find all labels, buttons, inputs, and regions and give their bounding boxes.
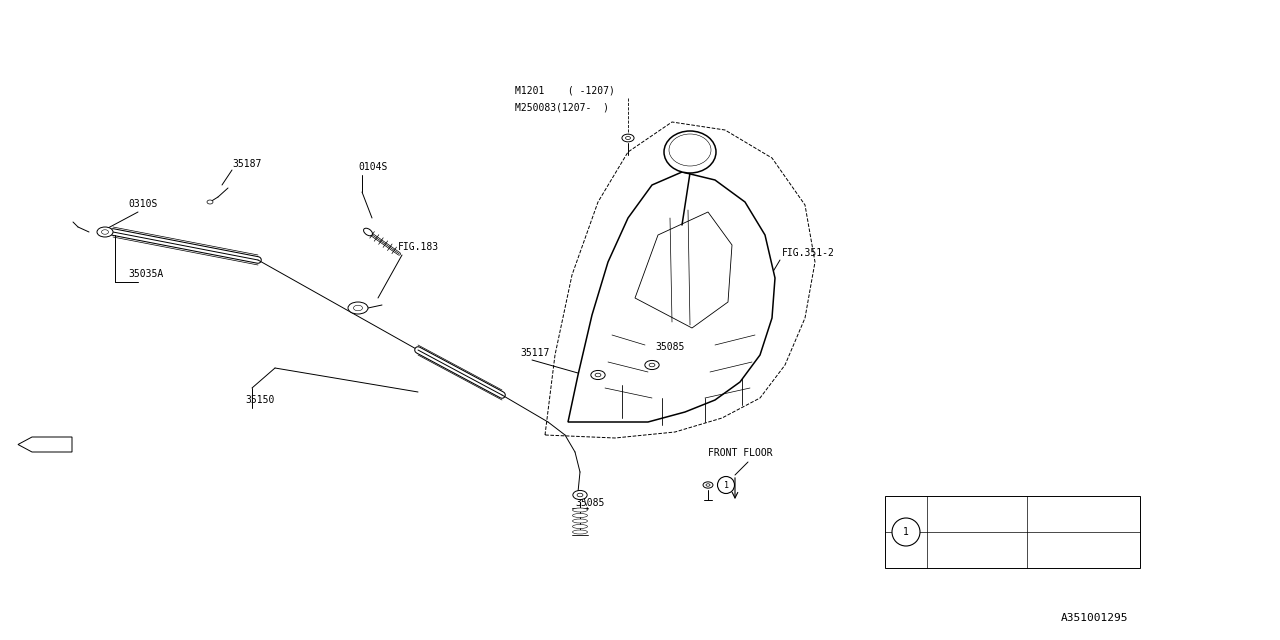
Text: < -1209>: < -1209> — [1033, 509, 1080, 519]
Ellipse shape — [573, 490, 588, 500]
Circle shape — [892, 518, 920, 546]
Ellipse shape — [572, 530, 588, 534]
Ellipse shape — [364, 228, 372, 236]
Text: 35035A: 35035A — [128, 269, 164, 279]
Ellipse shape — [591, 371, 605, 380]
Text: 1: 1 — [723, 481, 728, 490]
Text: M250083(1207-  ): M250083(1207- ) — [515, 102, 609, 112]
Text: FIG.351-2: FIG.351-2 — [782, 248, 835, 258]
Text: FRONT FLOOR: FRONT FLOOR — [708, 448, 773, 458]
Ellipse shape — [622, 134, 634, 142]
Ellipse shape — [101, 230, 109, 234]
Ellipse shape — [595, 373, 600, 377]
Circle shape — [718, 477, 735, 493]
Ellipse shape — [649, 364, 655, 367]
Ellipse shape — [572, 513, 588, 518]
Ellipse shape — [572, 519, 588, 523]
Text: 35150: 35150 — [244, 395, 274, 405]
Bar — [884, 496, 1140, 568]
Text: W410038: W410038 — [933, 509, 974, 519]
Ellipse shape — [664, 131, 716, 173]
Text: 1: 1 — [904, 527, 909, 537]
Ellipse shape — [353, 305, 362, 311]
Text: M1201    ( -1207): M1201 ( -1207) — [515, 85, 614, 95]
Text: 0104S: 0104S — [358, 162, 388, 172]
Ellipse shape — [572, 525, 588, 529]
Ellipse shape — [626, 136, 631, 140]
Text: 35117: 35117 — [520, 348, 549, 358]
Ellipse shape — [572, 508, 588, 512]
Text: FIG.183: FIG.183 — [398, 242, 439, 252]
Polygon shape — [635, 212, 732, 328]
Text: W410045: W410045 — [933, 545, 974, 555]
Polygon shape — [18, 437, 72, 452]
Ellipse shape — [669, 134, 710, 166]
Ellipse shape — [707, 484, 710, 486]
Text: <1209- >: <1209- > — [1033, 545, 1080, 555]
Text: 35187: 35187 — [232, 159, 261, 169]
Ellipse shape — [97, 227, 113, 237]
Text: 35085: 35085 — [655, 342, 685, 352]
Ellipse shape — [703, 482, 713, 488]
Ellipse shape — [577, 493, 582, 497]
Ellipse shape — [645, 360, 659, 369]
Ellipse shape — [348, 302, 369, 314]
Polygon shape — [568, 172, 774, 422]
Text: 0310S: 0310S — [128, 199, 157, 209]
Text: A351001295: A351001295 — [1061, 613, 1129, 623]
Ellipse shape — [207, 200, 212, 204]
Text: 35085: 35085 — [575, 498, 604, 508]
Text: FRONT: FRONT — [37, 440, 64, 449]
